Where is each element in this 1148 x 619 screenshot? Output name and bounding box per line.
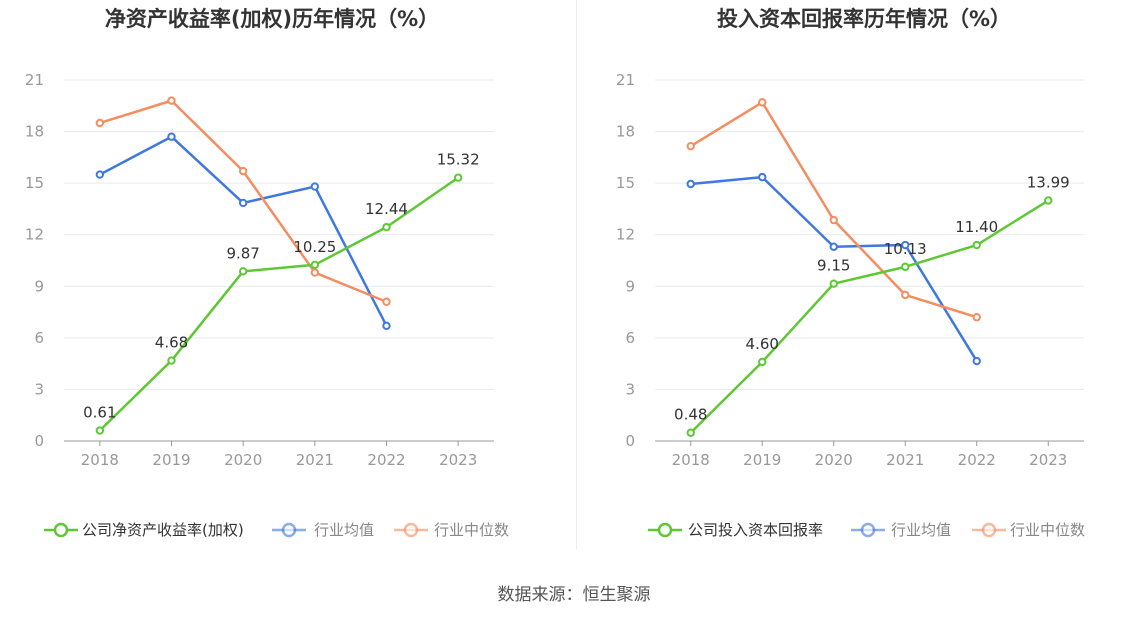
data-point-average [758, 172, 767, 182]
data-point-median [758, 98, 767, 107]
chart-title: 投入资本回报率历年情况（%） [717, 7, 1011, 31]
data-label: 4.68 [155, 334, 188, 352]
data-label: 9.87 [226, 244, 259, 262]
legend-label-average: 行业均值 [891, 521, 951, 539]
data-point-median [972, 313, 981, 322]
legend-label-average: 行业均值 [314, 521, 374, 539]
data-point-company [453, 173, 463, 182]
legend-marker-median [981, 522, 997, 538]
legend-marker-average [281, 522, 297, 538]
data-point-company [758, 357, 767, 367]
x-tick-label: 2021 [296, 451, 334, 469]
y-tick-label: 0 [34, 432, 44, 450]
data-point-company [95, 426, 105, 435]
x-tick-label: 2023 [439, 451, 477, 469]
data-point-company [972, 240, 981, 250]
data-source-note: 数据来源：恒生聚源 [497, 585, 651, 605]
y-tick-label: 18 [616, 123, 635, 141]
data-point-company [310, 260, 320, 269]
legend-label-company: 公司净资产收益率(加权) [82, 521, 244, 539]
data-label: 10.25 [293, 238, 336, 256]
data-point-average [901, 240, 910, 250]
y-tick-label: 6 [625, 329, 635, 347]
y-tick-label: 6 [34, 329, 44, 347]
data-point-median [686, 141, 695, 151]
data-point-median [382, 297, 391, 306]
data-point-median [167, 96, 176, 105]
y-tick-label: 3 [34, 380, 44, 398]
y-tick-label: 18 [25, 123, 44, 141]
series-line-company [98, 176, 459, 432]
x-tick-label: 2018 [81, 451, 119, 469]
y-tick-label: 9 [34, 277, 44, 295]
data-label: 4.60 [746, 335, 779, 353]
data-point-median [95, 118, 105, 128]
data-point-company [238, 267, 248, 276]
y-tick-label: 15 [616, 174, 635, 192]
data-point-average [972, 356, 981, 366]
data-label: 15.32 [437, 151, 480, 169]
series-line-company [689, 199, 1049, 434]
data-point-median [829, 215, 838, 225]
data-label: 10.13 [884, 240, 927, 258]
data-point-company [1044, 196, 1053, 205]
data-point-company [829, 279, 838, 288]
data-point-average [167, 132, 176, 141]
y-tick-label: 21 [25, 71, 44, 89]
x-tick-label: 2020 [224, 451, 262, 469]
legend-marker-average [860, 522, 876, 538]
legend-label-median: 行业中位数 [434, 521, 509, 539]
data-point-median [310, 268, 320, 277]
x-tick-label: 2022 [367, 451, 405, 469]
data-label: 0.48 [674, 406, 707, 424]
data-point-median [238, 166, 248, 176]
legend-marker-company [657, 522, 673, 538]
x-tick-label: 2019 [152, 451, 190, 469]
data-point-average [686, 179, 695, 189]
x-tick-label: 2023 [1029, 451, 1067, 469]
data-point-company [901, 262, 910, 272]
y-tick-label: 0 [625, 432, 635, 450]
chart-divider [576, 0, 577, 550]
data-label: 12.44 [365, 200, 408, 218]
series-line-average [99, 135, 388, 327]
data-point-average [238, 198, 248, 208]
x-tick-label: 2021 [886, 451, 924, 469]
legend-marker-company [53, 522, 69, 538]
data-label: 0.61 [83, 404, 116, 422]
data-point-average [382, 321, 391, 331]
x-tick-label: 2022 [958, 451, 996, 469]
y-tick-label: 21 [616, 71, 635, 89]
data-point-median [901, 290, 910, 300]
y-tick-label: 15 [25, 174, 44, 192]
data-label: 13.99 [1027, 174, 1070, 192]
x-tick-label: 2019 [743, 451, 781, 469]
data-point-company [686, 428, 695, 437]
data-point-company [167, 356, 176, 365]
y-tick-label: 12 [25, 226, 44, 244]
charts-area: 净资产收益率(加权)历年情况（%） 0 3 6 9 12 15 18 21 2018 2019 202… [25, 7, 1085, 539]
y-tick-label: 3 [625, 380, 635, 398]
x-tick-label: 2020 [815, 451, 853, 469]
data-point-average [310, 182, 320, 191]
legend-marker-median [403, 522, 419, 538]
data-label: 11.40 [955, 218, 998, 236]
data-point-company [382, 222, 391, 232]
y-tick-label: 12 [616, 226, 635, 244]
y-tick-label: 9 [625, 277, 635, 295]
data-point-average [829, 242, 838, 251]
legend-label-company: 公司投入资本回报率 [688, 521, 823, 539]
legend-label-median: 行业中位数 [1010, 521, 1085, 539]
data-label: 9.15 [817, 257, 850, 275]
chart-title: 净资产收益率(加权)历年情况（%） [105, 7, 439, 31]
x-tick-label: 2018 [672, 451, 710, 469]
data-point-average [95, 170, 105, 179]
